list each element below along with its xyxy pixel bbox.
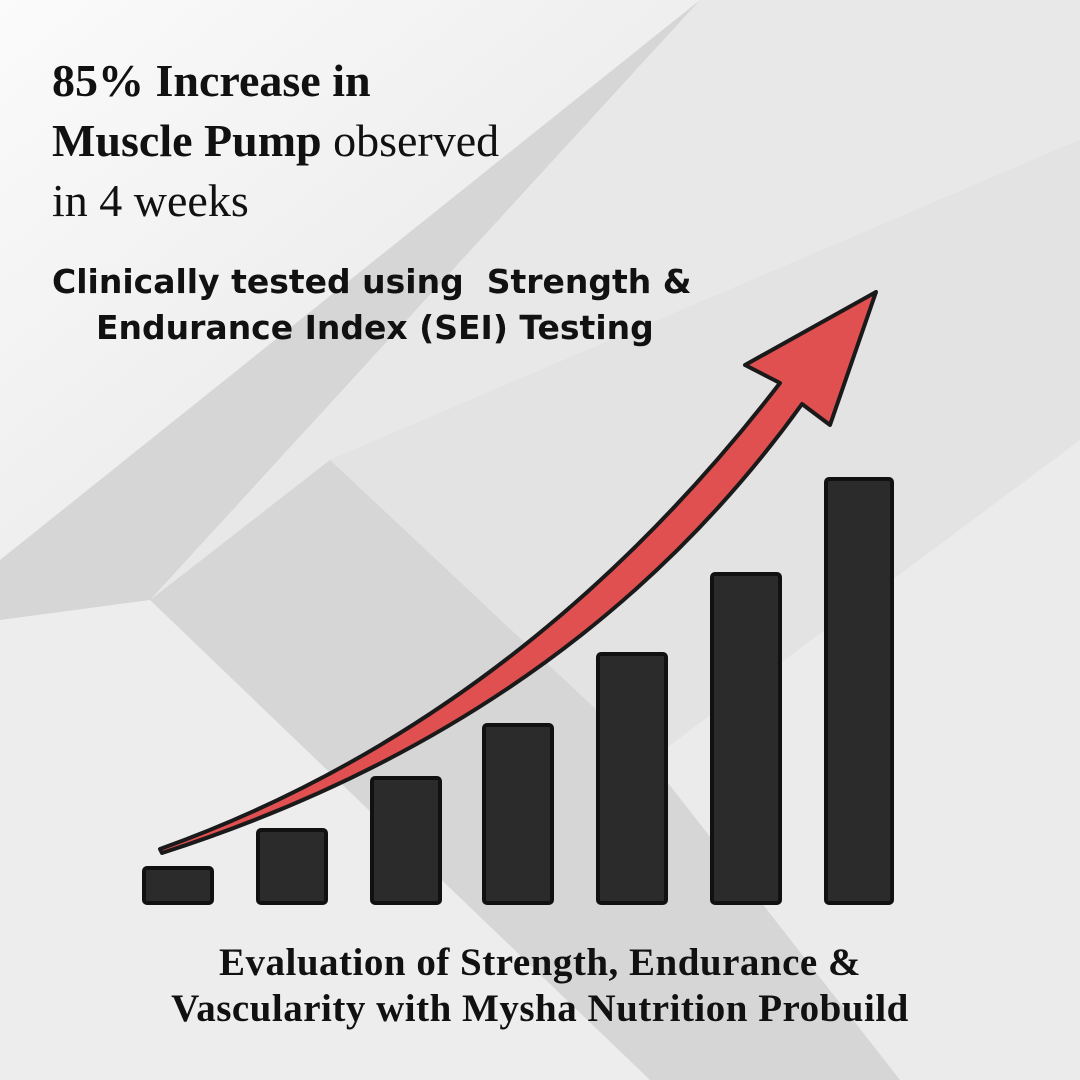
band: [330, 140, 1080, 760]
band: [150, 0, 1080, 600]
bar: [596, 652, 668, 905]
footer: Vascularity with Mysha Nutrition Probuil…: [171, 987, 909, 1030]
arrow: [158, 290, 878, 855]
bar: [482, 723, 554, 905]
bar: [370, 776, 442, 905]
subtitle: Clinically tested using Strength &: [52, 262, 692, 301]
band: [0, 0, 700, 560]
headline: 85% Increase in: [52, 55, 371, 106]
bar: [142, 866, 214, 905]
subtitle: Endurance Index (SEI) Testing: [96, 308, 654, 347]
headline: Muscle Pump observed: [52, 112, 499, 170]
headline-regular: observed: [333, 115, 500, 166]
bars: [142, 477, 894, 905]
footer: Evaluation of Strength, Endurance &: [219, 941, 861, 984]
headline: in 4 weeks: [52, 175, 249, 226]
bar: [824, 477, 894, 905]
headline-bold: Muscle Pump: [52, 115, 322, 166]
bar: [710, 572, 782, 905]
bar: [256, 828, 328, 905]
